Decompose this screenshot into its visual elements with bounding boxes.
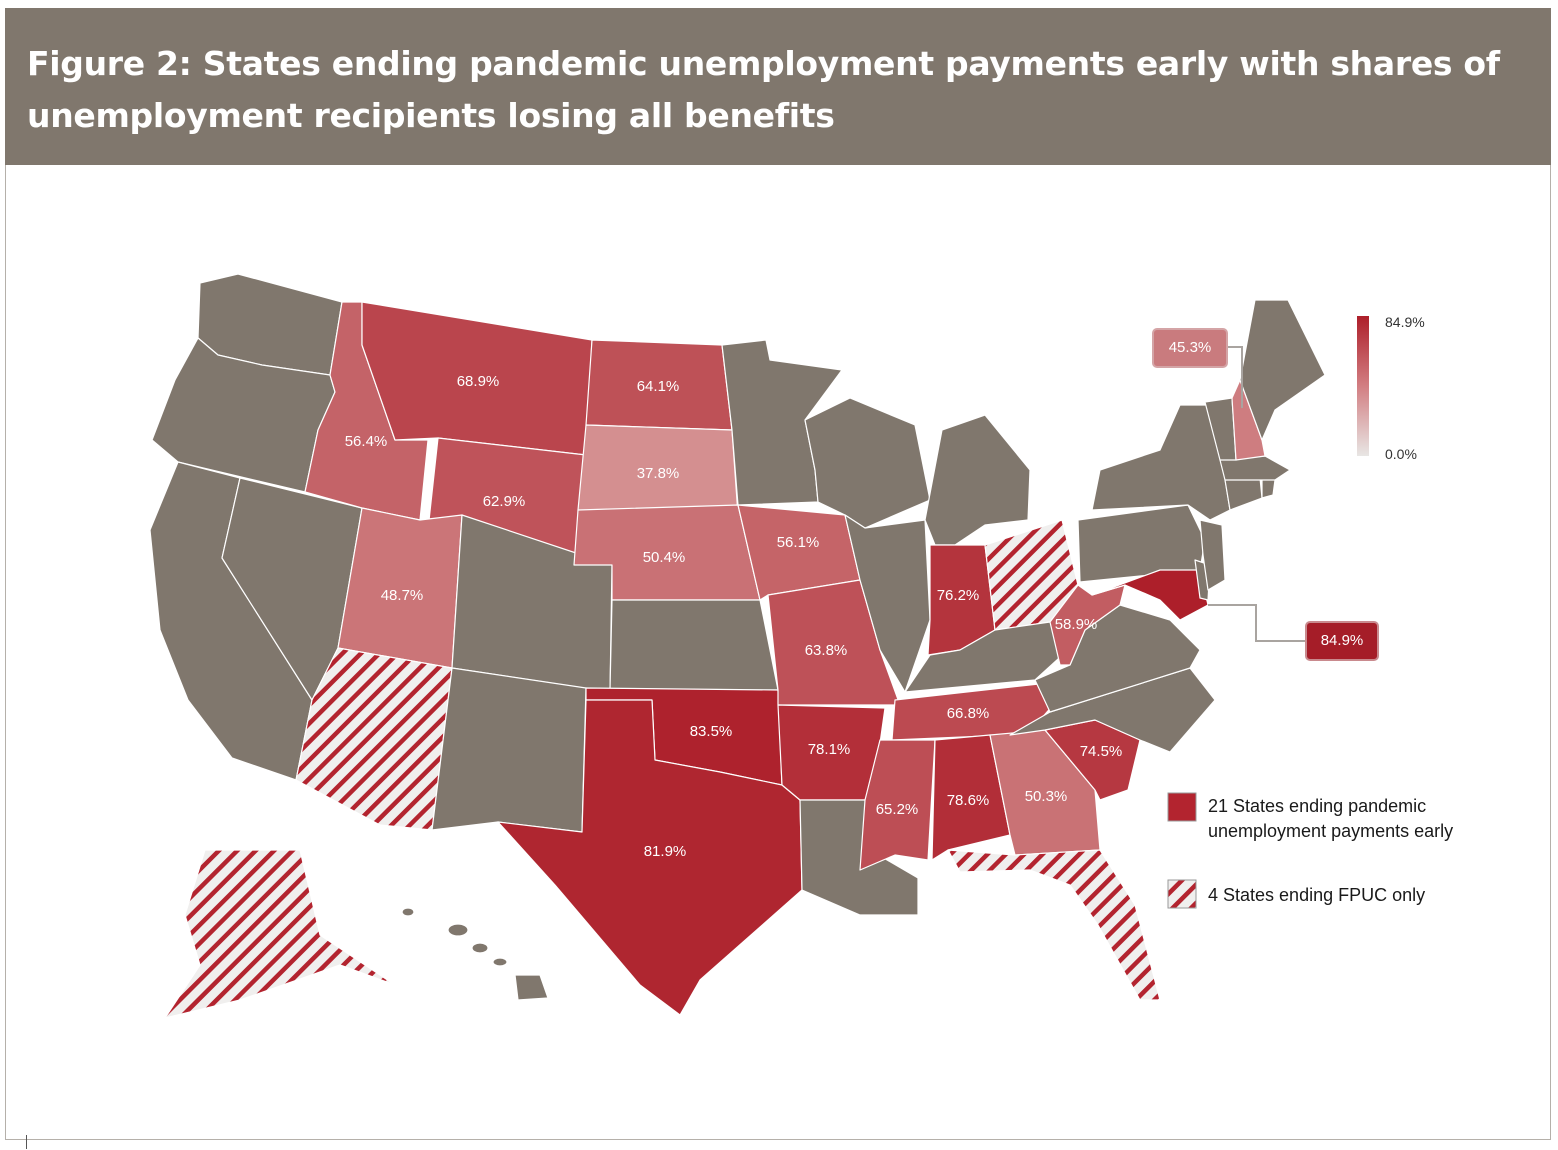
callout-label-new-hampshire: 45.3%: [1169, 339, 1212, 356]
state-connecticut: [1224, 477, 1263, 511]
callout-box-maryland: [1305, 621, 1379, 661]
callout-line-maryland: [1208, 604, 1306, 642]
state-new-hampshire: [1231, 379, 1266, 461]
value-label-south-dakota: 37.8%: [637, 465, 680, 482]
state-florida: [947, 849, 1161, 1001]
map-frame: [5, 165, 1551, 1140]
value-label-tennessee: 66.8%: [947, 705, 990, 722]
value-label-arkansas: 78.1%: [808, 741, 851, 758]
value-label-wyoming: 62.9%: [483, 493, 526, 510]
legend-label-solid-line2: unemployment payments early: [1208, 821, 1453, 841]
value-label-iowa: 56.1%: [777, 534, 820, 551]
state-kentucky: [904, 621, 1069, 693]
value-label-utah: 48.7%: [381, 587, 424, 604]
callout-box-new-hampshire: [1152, 328, 1228, 368]
value-label-north-dakota: 64.1%: [637, 378, 680, 395]
value-label-montana: 68.9%: [457, 373, 500, 390]
legend-label-solid-line1: 21 States ending pandemic: [1208, 796, 1426, 816]
state-maryland: [1091, 569, 1209, 621]
colorbar-min-label: 0.0%: [1385, 446, 1417, 462]
figure-header: Figure 2: States ending pandemic unemplo…: [5, 8, 1551, 165]
value-label-mississippi: 65.2%: [876, 801, 919, 818]
state-wisconsin: [804, 397, 931, 529]
state-new-york: [1091, 404, 1231, 521]
state-hawaii: [514, 974, 549, 1001]
value-label-south-carolina: 74.5%: [1080, 743, 1123, 760]
legend-swatch-solid: [1167, 792, 1197, 822]
state-alabama: [931, 734, 1011, 861]
legend-label-hatched: 4 States ending FPUC only: [1208, 885, 1425, 905]
value-label-georgia: 50.3%: [1025, 788, 1068, 805]
value-label-missouri: 63.8%: [805, 642, 848, 659]
colorbar: [1357, 316, 1369, 456]
value-label-idaho: 56.4%: [345, 433, 388, 450]
legend-swatch-hatched: [1167, 879, 1197, 909]
value-label-nebraska: 50.4%: [643, 549, 686, 566]
value-label-west-virginia: 58.9%: [1055, 616, 1098, 633]
state-texas: [497, 699, 803, 1016]
value-label-texas: 81.9%: [644, 843, 687, 860]
state-alaska: [164, 849, 396, 1019]
state-illinois: [844, 514, 931, 693]
state-hawaii-island: [447, 923, 469, 937]
state-kansas: [609, 599, 779, 691]
state-hawaii-island: [492, 957, 508, 967]
state-hawaii-island: [471, 942, 489, 954]
callout-line-new-hampshire: [1227, 346, 1243, 408]
value-label-oklahoma: 83.5%: [690, 723, 733, 740]
figure-title: Figure 2: States ending pandemic unemplo…: [27, 44, 1500, 135]
value-label-indiana: 76.2%: [937, 587, 980, 604]
state-maine: [1239, 299, 1326, 441]
state-rhode-island: [1261, 477, 1276, 499]
colorbar-max-label: 84.9%: [1385, 314, 1425, 330]
state-new-mexico: [431, 667, 587, 833]
state-new-jersey: [1199, 519, 1226, 591]
value-label-alabama: 78.6%: [947, 792, 990, 809]
state-west-virginia: [1049, 584, 1126, 666]
state-hawaii-island: [401, 907, 415, 917]
state-michigan: [924, 414, 1031, 546]
page-mark: [26, 1135, 27, 1149]
callout-label-maryland: 84.9%: [1321, 632, 1364, 649]
